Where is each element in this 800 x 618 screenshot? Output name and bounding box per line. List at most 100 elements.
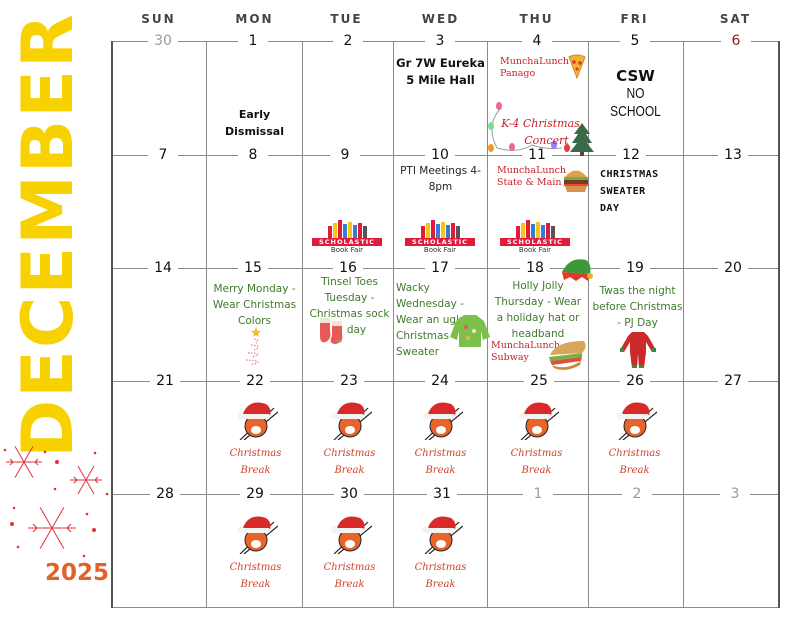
- event-text: PTI Meetings 4-: [400, 165, 481, 177]
- day-number[interactable]: 23: [334, 373, 364, 389]
- santa-tiger-icon: [518, 402, 559, 441]
- event-text: Subway: [491, 352, 529, 363]
- tinsel-tree-icon: [245, 327, 261, 366]
- books-icon: [500, 220, 570, 238]
- event-gr7w-eureka: Gr 7W Eureka 5 Mile Hall: [393, 55, 488, 89]
- event-pti-meetings: PTI Meetings 4- 8pm: [393, 163, 488, 195]
- event-text: Christmas: [510, 448, 563, 459]
- day-number[interactable]: 20: [718, 260, 748, 276]
- event-christmas-sweater-day: CHRISTMAS SWEATER DAY: [600, 166, 680, 217]
- event-text: Christmas sock: [309, 308, 390, 320]
- santa-tiger-icon: [331, 516, 372, 555]
- event-text: before Christmas: [592, 301, 683, 313]
- day-number[interactable]: 17: [425, 260, 455, 276]
- event-text: day: [346, 324, 367, 336]
- event-christmas-break: Christmas Break: [489, 398, 584, 479]
- grid-line: [111, 607, 779, 608]
- event-early-dismissal: Early Dismissal: [207, 106, 302, 140]
- event-text: SWEATER: [600, 186, 646, 197]
- grid-line: [393, 41, 394, 608]
- day-number[interactable]: 2: [622, 486, 652, 502]
- day-number[interactable]: 22: [240, 373, 270, 389]
- day-number[interactable]: 2: [333, 33, 363, 49]
- weekday-tue: TUE: [330, 12, 363, 26]
- event-text: Wacky: [396, 282, 430, 294]
- day-number[interactable]: 19: [620, 260, 650, 276]
- day-number[interactable]: 3: [425, 33, 455, 49]
- day-number[interactable]: 30: [148, 33, 178, 49]
- event-text: Christmas: [229, 448, 282, 459]
- event-wacky-wednesday: Wacky Wednesday - Wear an ugly Christmas…: [396, 280, 476, 360]
- day-number[interactable]: 29: [240, 486, 270, 502]
- book-fair-label: Book Fair: [518, 246, 552, 254]
- event-christmas-break: Christmas Break: [302, 512, 397, 593]
- event-text: CHRISTMAS: [600, 169, 659, 180]
- event-munchalunch-subway: MunchaLunch Subway: [491, 340, 561, 364]
- event-text: Christmas: [323, 562, 376, 573]
- santa-tiger-icon: [422, 402, 463, 441]
- year-label: 2025: [45, 560, 110, 586]
- event-text: Christmas: [229, 562, 282, 573]
- event-munchalunch-panago: MunchaLunch Panago: [500, 56, 580, 80]
- books-icon: [405, 220, 475, 238]
- event-text: - PJ Day: [617, 317, 658, 329]
- event-text: Tinsel Toes: [321, 276, 378, 288]
- event-holly-jolly-thursday: Holly Jolly Thursday - Wear a holiday ha…: [489, 278, 587, 342]
- day-number[interactable]: 12: [616, 147, 646, 163]
- burger-icon: [564, 170, 588, 192]
- event-text: Colors: [238, 315, 271, 327]
- event-text: Panago: [500, 68, 536, 79]
- grid-line: [588, 41, 589, 608]
- event-text: Break: [425, 465, 456, 476]
- day-number[interactable]: 9: [330, 147, 360, 163]
- day-number[interactable]: 26: [620, 373, 650, 389]
- event-text: SCHOOL: [610, 103, 661, 120]
- day-number[interactable]: 4: [522, 33, 552, 49]
- event-text: Wear Christmas: [212, 299, 297, 311]
- day-number[interactable]: 11: [522, 147, 552, 163]
- event-text: Break: [240, 579, 271, 590]
- day-number[interactable]: 21: [150, 373, 180, 389]
- day-number[interactable]: 18: [520, 260, 550, 276]
- day-number[interactable]: 1: [238, 33, 268, 49]
- day-number[interactable]: 31: [427, 486, 457, 502]
- grid-line: [206, 41, 207, 608]
- day-number[interactable]: 3: [720, 486, 750, 502]
- weekday-sat: SAT: [719, 12, 752, 26]
- day-number[interactable]: 7: [148, 147, 178, 163]
- event-text: a holiday hat or: [496, 312, 580, 324]
- sub-sandwich-icon: [549, 341, 586, 370]
- day-number[interactable]: 13: [718, 147, 748, 163]
- month-title: DECEMBER: [7, 12, 89, 458]
- day-number[interactable]: 28: [150, 486, 180, 502]
- event-text: headband: [511, 328, 565, 340]
- event-text: Christmas: [608, 448, 661, 459]
- event-twas-the-night: Twas the night before Christmas - PJ Day: [590, 283, 685, 331]
- day-number[interactable]: 8: [238, 147, 268, 163]
- event-christmas-break: Christmas Break: [208, 512, 303, 593]
- event-text: 5 Mile Hall: [406, 73, 475, 87]
- weekday-wed: WED: [421, 12, 460, 26]
- stocking-icon: [320, 318, 343, 344]
- day-number[interactable]: 1: [523, 486, 553, 502]
- day-number[interactable]: 25: [524, 373, 554, 389]
- event-text: Gr 7W Eureka: [396, 56, 485, 70]
- day-number[interactable]: 5: [620, 33, 650, 49]
- event-text: CSW: [616, 67, 655, 85]
- day-number[interactable]: 27: [718, 373, 748, 389]
- day-number[interactable]: 30: [334, 486, 364, 502]
- day-number[interactable]: 6: [721, 33, 751, 49]
- santa-tiger-icon: [237, 402, 278, 441]
- event-text: DAY: [600, 203, 620, 214]
- christmas-tree-icon: [570, 123, 594, 156]
- event-christmas-break: Christmas Break: [393, 398, 488, 479]
- day-number[interactable]: 16: [333, 260, 363, 276]
- event-text: Tuesday -: [324, 292, 375, 304]
- day-number[interactable]: 24: [425, 373, 455, 389]
- grid-line: [778, 41, 780, 608]
- day-number[interactable]: 14: [148, 260, 178, 276]
- day-number[interactable]: 15: [238, 260, 268, 276]
- day-number[interactable]: 10: [425, 147, 455, 163]
- pizza-icon: [568, 54, 586, 80]
- event-text: Sweater: [396, 346, 440, 358]
